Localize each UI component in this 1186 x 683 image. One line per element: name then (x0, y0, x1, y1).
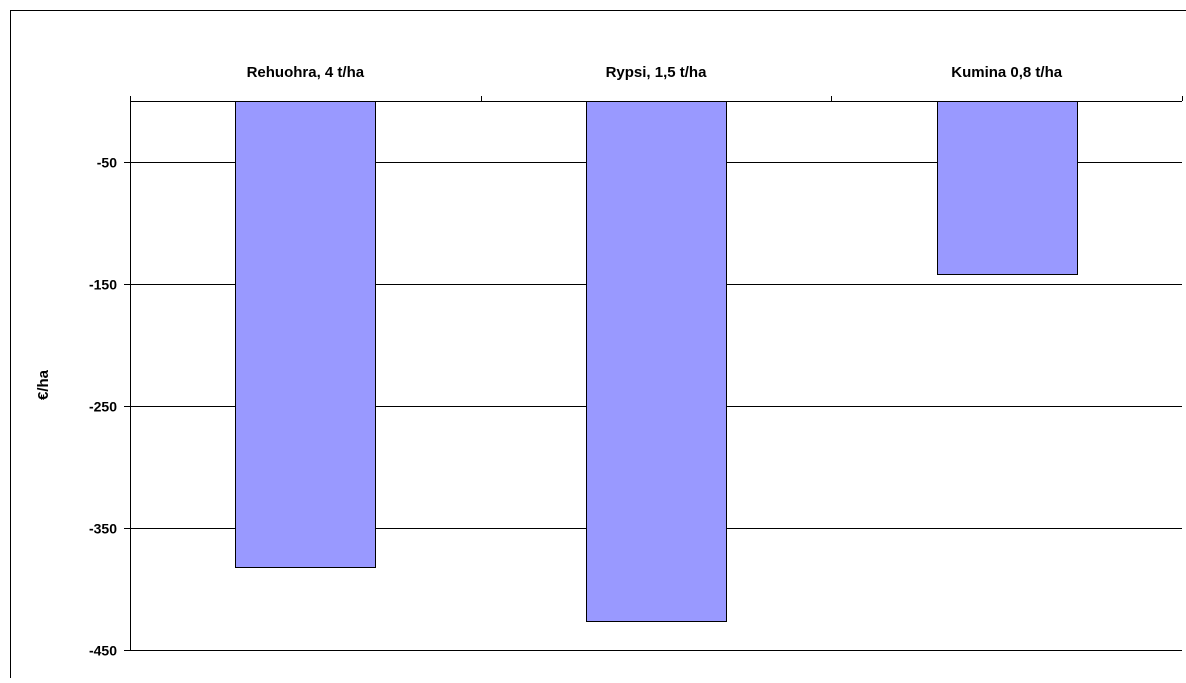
y-tick-label: -350 (89, 521, 117, 537)
x-tick-label: Kumina 0,8 t/ha (951, 64, 1063, 81)
y-tick-label: -450 (89, 643, 117, 659)
bar (587, 102, 727, 622)
x-tick-label: Rypsi, 1,5 t/ha (606, 64, 708, 81)
y-axis-label: €/ha (35, 369, 52, 400)
y-tick-label: -150 (89, 277, 117, 293)
y-tick-label: -250 (89, 399, 117, 415)
bar (938, 102, 1078, 275)
bar (236, 102, 376, 568)
bars (236, 102, 1078, 622)
y-tick-label: -50 (97, 155, 117, 171)
x-tick-label: Rehuohra, 4 t/ha (247, 64, 365, 81)
